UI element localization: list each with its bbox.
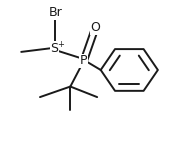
Text: S: S <box>50 42 58 55</box>
Text: O: O <box>90 21 100 34</box>
Text: Br: Br <box>48 6 62 19</box>
Text: +: + <box>57 40 64 49</box>
Text: P: P <box>80 54 87 67</box>
